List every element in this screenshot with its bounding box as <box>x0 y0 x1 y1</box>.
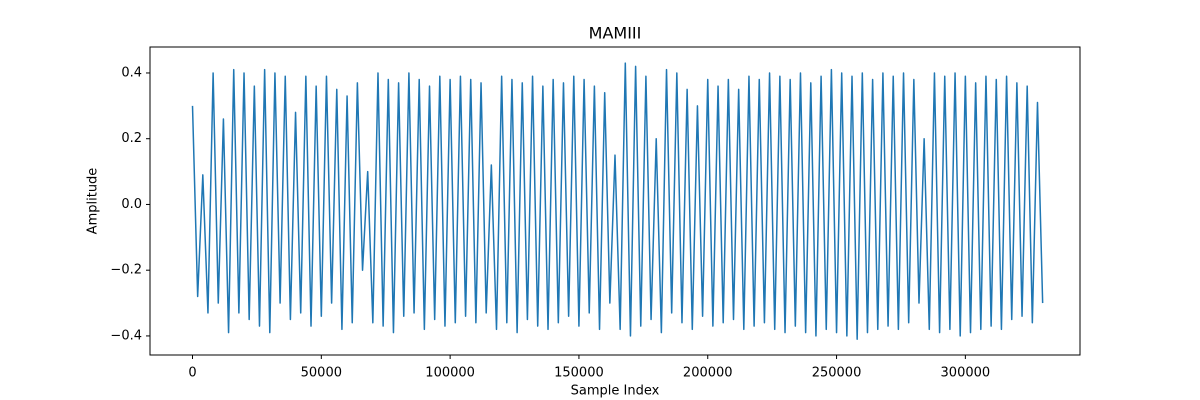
plot-area <box>191 62 1044 340</box>
y-tick-label: 0.2 <box>121 131 142 146</box>
x-tick-label: 250000 <box>812 366 862 381</box>
y-tick-label: 0.4 <box>121 65 142 80</box>
x-tick-label: 50000 <box>301 366 342 381</box>
chart-title: MAMIII <box>589 24 642 43</box>
y-tick-label: 0.0 <box>121 197 142 212</box>
y-tick-label: −0.2 <box>110 263 142 278</box>
y-tick-label: −0.4 <box>110 328 142 343</box>
x-tick-label: 300000 <box>941 366 991 381</box>
x-tick-label: 200000 <box>683 366 733 381</box>
x-tick-label: 100000 <box>425 366 475 381</box>
x-axis-label: Sample Index <box>571 384 660 399</box>
waveform-line <box>191 62 1044 340</box>
axes-frame <box>149 46 1081 356</box>
x-tick-label: 150000 <box>554 366 604 381</box>
y-axis-label: Amplitude <box>86 168 101 235</box>
x-tick-label: 0 <box>188 366 196 381</box>
